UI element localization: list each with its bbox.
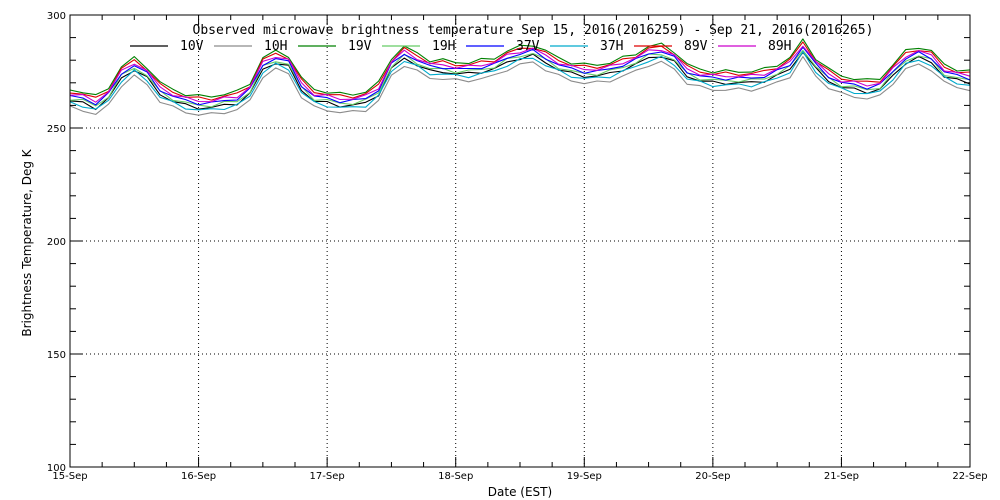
y-tick-label: 150 — [47, 350, 66, 361]
series-line-37h — [69, 51, 971, 111]
legend-label-37v: 37V — [516, 39, 540, 54]
x-tick-label: 16-Sep — [181, 471, 216, 482]
y-tick-label: 100 — [47, 463, 66, 474]
x-tick-label: 22-Sep — [952, 471, 987, 482]
x-tick-label: 17-Sep — [310, 471, 345, 482]
legend-label-89h: 89H — [768, 39, 791, 54]
series-line-10h — [69, 56, 971, 116]
tick-layer: 100 150 200 250 300 15-Sep 16-Sep 17-Sep 18-Sep 1… — [47, 11, 988, 482]
series-line-89h — [69, 45, 971, 103]
legend-label-10h: 10H — [264, 39, 287, 54]
legend-label-19v: 19V — [348, 39, 372, 54]
legend-label-19h: 19H — [432, 39, 455, 54]
series-line-19v — [69, 38, 971, 98]
legend: 10V 10H 19V 19H 37V 37H 89V 89H — [130, 39, 791, 54]
legend-label-89v: 89V — [684, 39, 708, 54]
series-layer — [69, 38, 971, 116]
series-line-10v — [69, 51, 971, 111]
x-tick-label: 19-Sep — [567, 471, 602, 482]
y-tick-label: 300 — [47, 11, 66, 22]
series-line-37v — [69, 46, 971, 106]
series-line-19h — [69, 49, 971, 108]
y-tick-label: 250 — [47, 124, 66, 135]
legend-label-37h: 37H — [600, 39, 623, 54]
x-axis-label: Date (EST) — [488, 485, 552, 499]
x-tick-label: 15-Sep — [52, 471, 87, 482]
series-line-89v — [69, 41, 971, 101]
y-axis-label: Brightness Temperature, Deg K — [20, 148, 34, 336]
x-tick-label: 21-Sep — [824, 471, 859, 482]
y-tick-label: 200 — [47, 237, 66, 248]
grid-layer — [70, 15, 970, 467]
x-tick-label: 18-Sep — [438, 471, 473, 482]
chart-title: Observed microwave brightness temperatur… — [193, 23, 874, 38]
legend-label-10v: 10V — [180, 39, 204, 54]
x-tick-label: 20-Sep — [695, 471, 730, 482]
